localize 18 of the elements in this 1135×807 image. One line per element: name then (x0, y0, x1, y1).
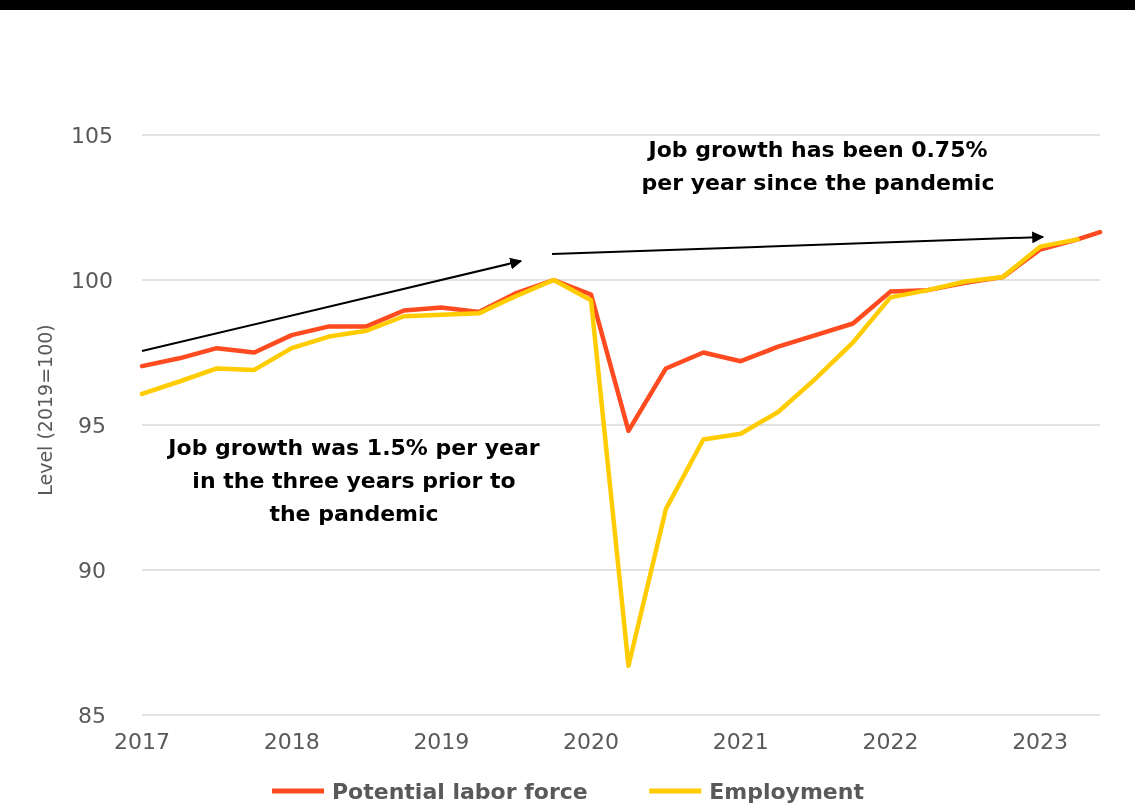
y-tick-label: 90 (78, 557, 106, 583)
x-tick-label: 2023 (1012, 729, 1069, 754)
annotation: Job growth has been 0.75% per year since the pandemic (641, 137, 995, 195)
legend-label: Potential labor force (332, 778, 588, 804)
x-tick-label: 2022 (862, 729, 919, 754)
x-tick-label: 2018 (263, 729, 320, 754)
line-series (139, 237, 1080, 668)
y-tick-label: 95 (78, 412, 106, 438)
annotation: Job growth was 1.5% per year in the three years prior to the pandemic (166, 435, 540, 526)
y-axis-title: Level (2019=100) (34, 324, 56, 496)
y-tick-label: 105 (71, 122, 113, 148)
y-tick-label: 85 (78, 702, 106, 728)
legend-label: Employment (709, 778, 865, 804)
x-tick-label: 2020 (563, 729, 620, 754)
x-tick-label: 2021 (712, 729, 769, 754)
x-tick-label: 2017 (114, 729, 170, 754)
x-tick-label: 2019 (413, 729, 470, 754)
y-tick-label: 100 (71, 267, 113, 293)
